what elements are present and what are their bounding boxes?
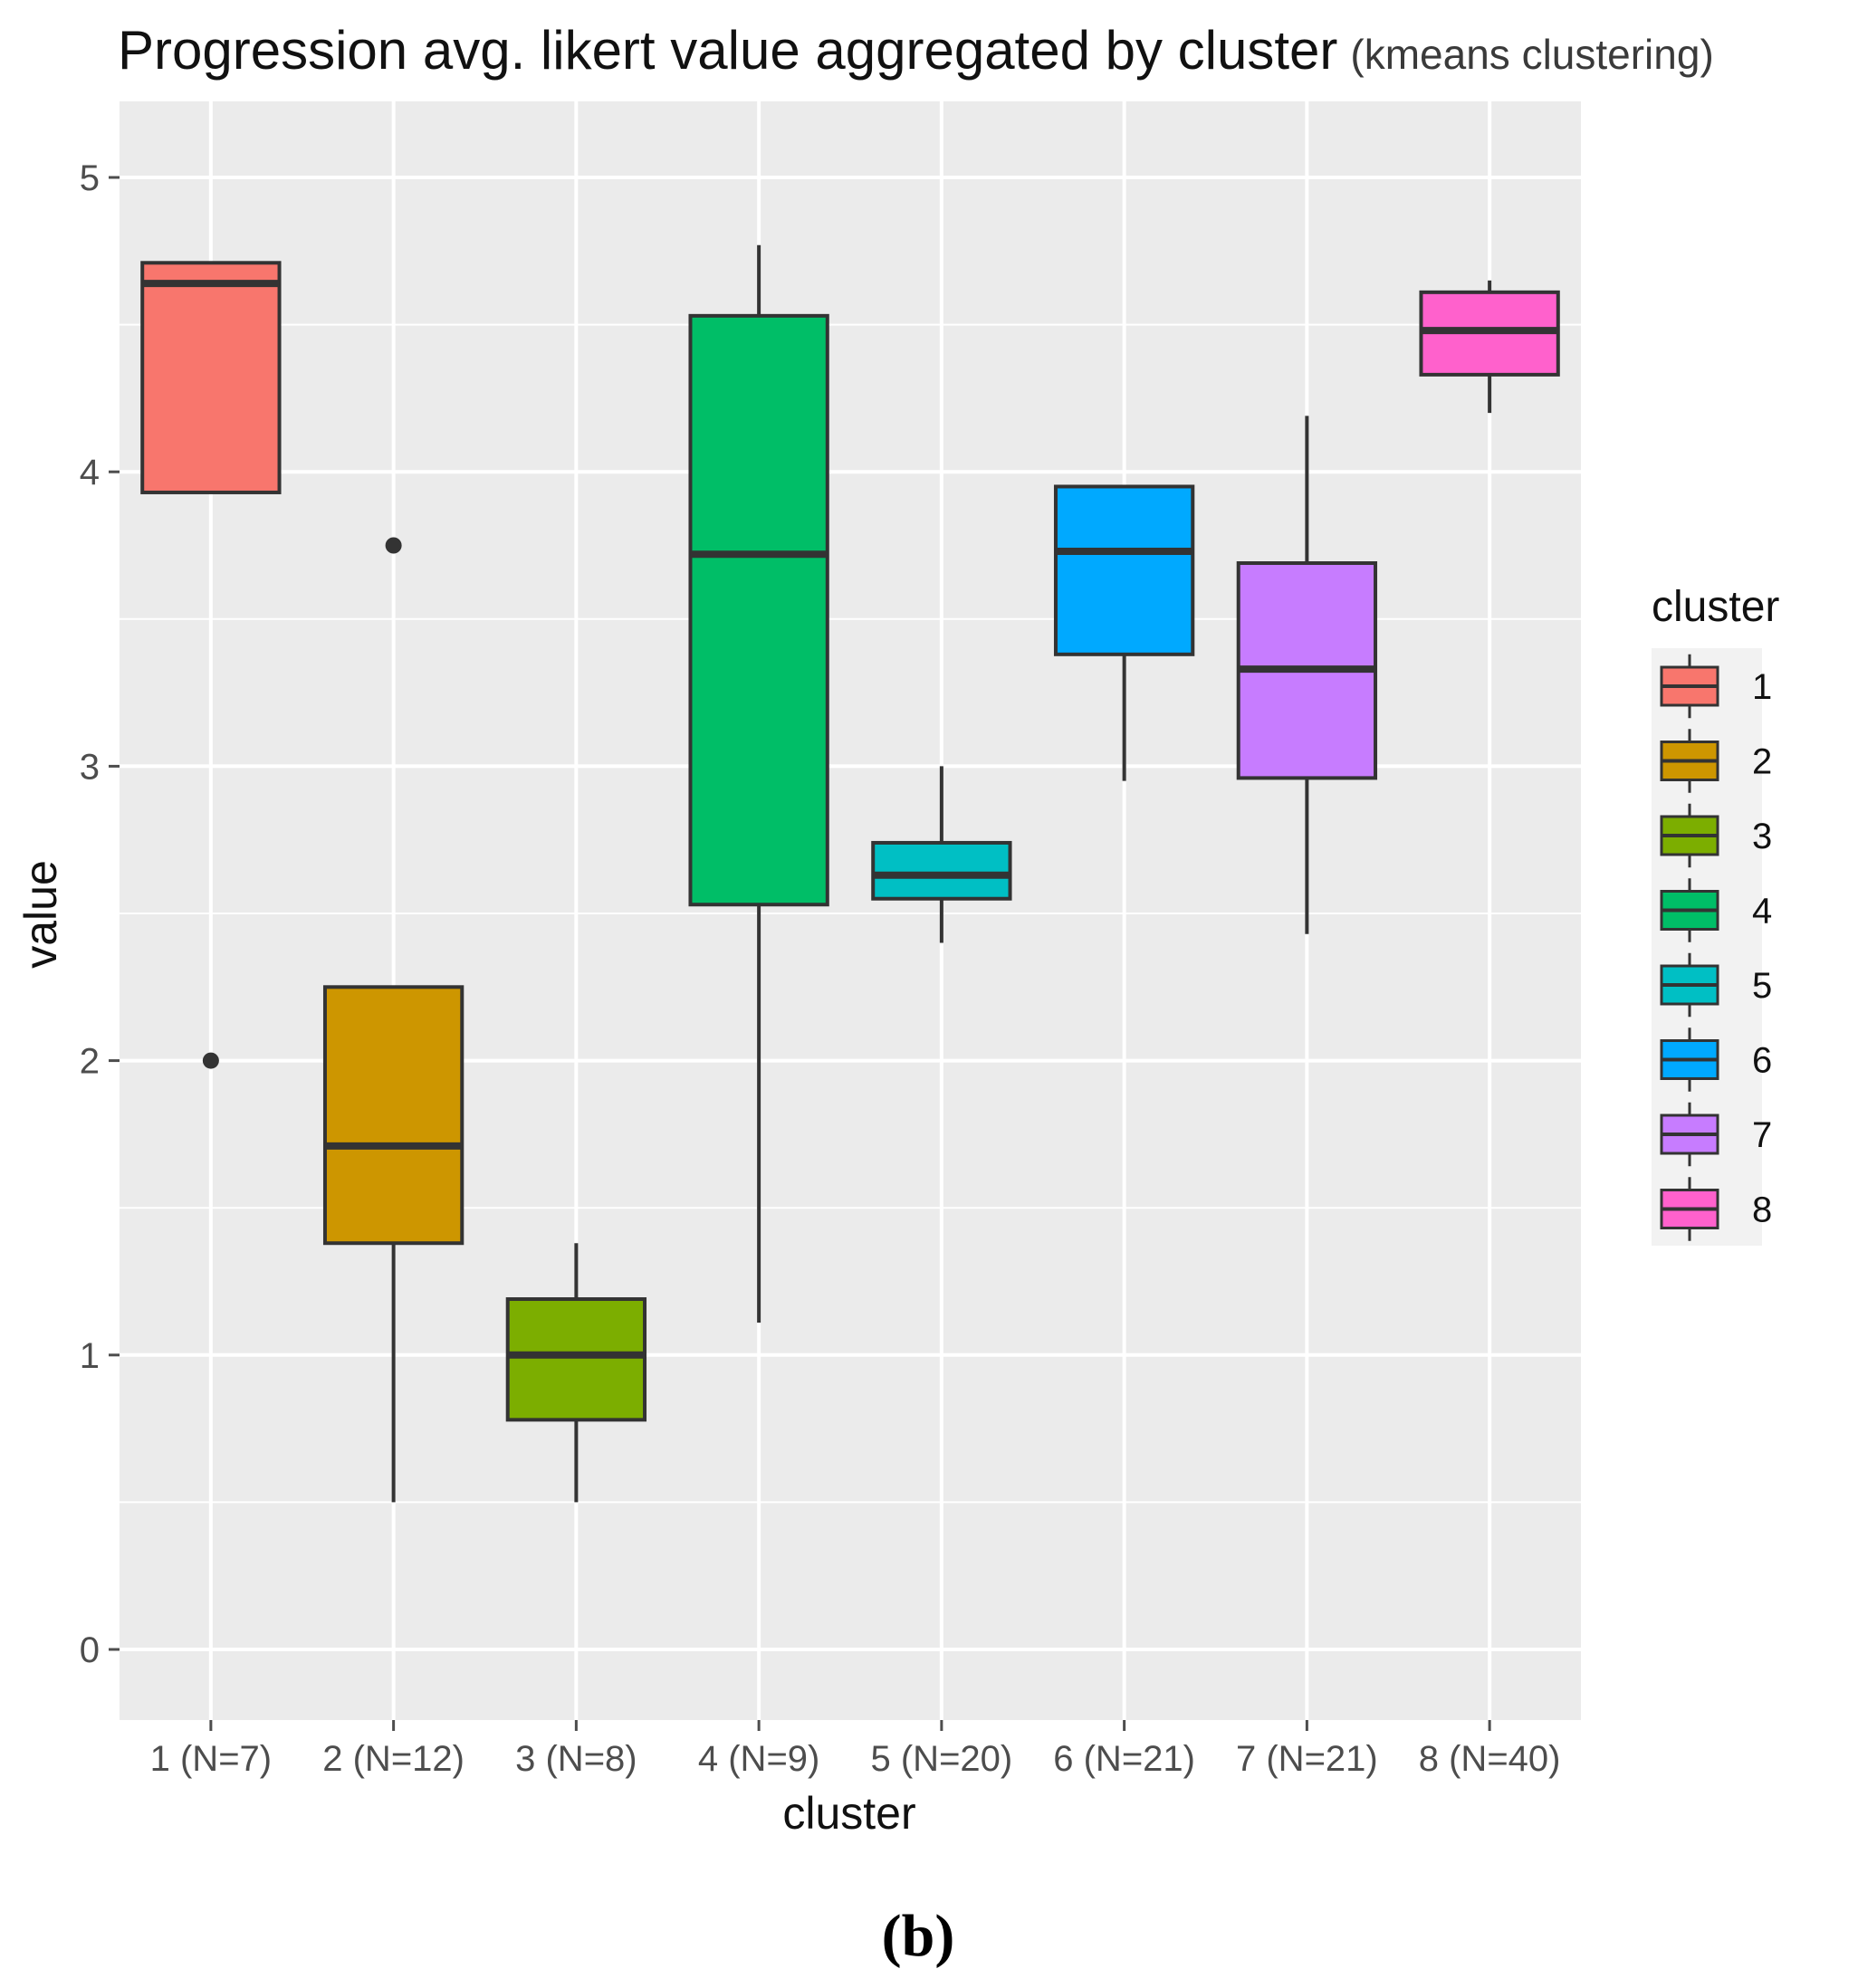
box-iqr [505,1297,647,1422]
x-tick-label: 1 (N=7) [150,1739,273,1779]
box-cluster-7 [1236,416,1378,934]
box-cluster-8 [1419,280,1560,414]
legend-label: 2 [1752,742,1772,782]
boxes [140,244,1560,1503]
legend-item-5: 5 [1660,952,1772,1018]
box-iqr [1053,484,1195,656]
legend-label: 7 [1752,1115,1772,1155]
y-tick-label: 5 [80,158,100,198]
legend-title: cluster [1652,583,1779,631]
box-iqr [871,840,1012,901]
y-tick-label: 2 [80,1042,100,1082]
x-tick-label: 7 (N=21) [1236,1739,1378,1779]
legend-item-4: 4 [1660,878,1772,942]
y-tick-label: 1 [80,1336,100,1376]
y-tick-label: 4 [80,453,100,492]
x-tick-label: 5 (N=20) [871,1739,1013,1779]
plot-panel [120,101,1581,1720]
x-axis-title: cluster [782,1788,915,1839]
legend-label: 3 [1752,817,1772,856]
legend-item-7: 7 [1660,1102,1772,1167]
y-axis: 0 1 2 3 4 5 [80,158,120,1670]
legend-label: 6 [1752,1041,1772,1081]
outlier-point [202,1052,219,1069]
x-axis: 1 (N=7) 2 (N=12) 3 (N=8) 4 (N=9) 5 (N=20) 6 (… [150,1720,1561,1779]
legend-item-6: 6 [1660,1027,1772,1092]
y-tick-label: 0 [80,1630,100,1670]
legend-label: 8 [1752,1190,1772,1230]
box-iqr [688,313,829,907]
y-tick-label: 3 [80,747,100,787]
box-cluster-4 [688,244,829,1324]
legend-item-1: 1 [1660,654,1772,719]
y-axis-title: value [15,860,66,969]
x-tick-label: 4 (N=9) [698,1739,820,1779]
legend: cluster 1 2 3 4 5 6 7 8 [1652,583,1779,1246]
x-tick-label: 6 (N=21) [1053,1739,1195,1779]
legend-key-background [1652,648,1762,1246]
box-cluster-6 [1053,484,1195,781]
box-cluster-1 [140,261,282,1069]
chart-title-main: Progression avg. likert value aggregated… [118,20,1337,81]
box-iqr [140,261,282,494]
x-tick-label: 3 (N=8) [515,1739,637,1779]
legend-label: 5 [1752,966,1772,1006]
legend-item-2: 2 [1660,729,1772,793]
figure-caption: (b) [882,1903,955,1969]
outlier-point [385,537,402,554]
legend-label: 1 [1752,667,1772,707]
box-iqr [322,985,464,1246]
box-cluster-5 [871,766,1012,943]
legend-item-8: 8 [1660,1177,1772,1241]
x-tick-label: 2 (N=12) [322,1739,464,1779]
box-cluster-2 [322,537,464,1503]
box-cluster-3 [505,1243,647,1503]
legend-label: 4 [1752,892,1772,932]
chart-subtitle: (kmeans clustering) [1350,31,1713,78]
legend-item-3: 3 [1660,803,1772,868]
x-tick-label: 8 (N=40) [1419,1739,1561,1779]
chart-title: Progression avg. likert value aggregated… [118,20,1714,81]
